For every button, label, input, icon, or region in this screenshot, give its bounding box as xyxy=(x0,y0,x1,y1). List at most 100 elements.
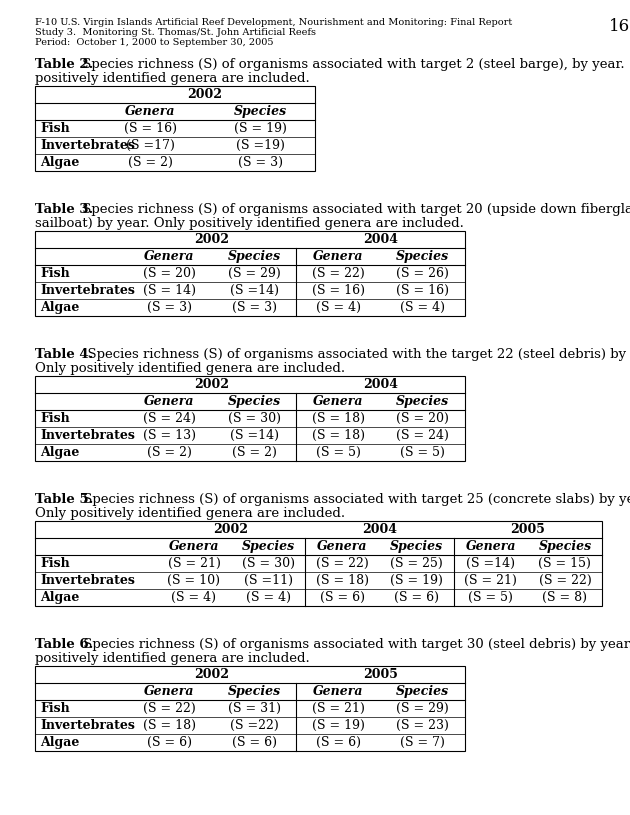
Text: Species richness (S) of organisms associated with target 30 (steel debris) by ye: Species richness (S) of organisms associ… xyxy=(79,638,630,651)
Text: (S = 18): (S = 18) xyxy=(312,412,365,425)
Text: (S = 22): (S = 22) xyxy=(539,574,592,587)
Text: Genera: Genera xyxy=(317,540,368,553)
Text: (S = 19): (S = 19) xyxy=(234,122,287,135)
Text: (S = 4): (S = 4) xyxy=(400,301,445,314)
Text: Genera: Genera xyxy=(144,685,195,698)
Text: (S =19): (S =19) xyxy=(236,139,285,152)
Text: Species: Species xyxy=(227,250,280,263)
Text: Species richness (S) of organisms associated with target 2 (steel barge), by yea: Species richness (S) of organisms associ… xyxy=(78,58,630,71)
Text: (S =14): (S =14) xyxy=(229,284,278,297)
Text: Table 6.: Table 6. xyxy=(35,638,93,651)
Text: (S = 2): (S = 2) xyxy=(232,446,277,459)
Text: (S =22): (S =22) xyxy=(230,719,278,732)
Text: Genera: Genera xyxy=(144,395,195,408)
Text: Genera: Genera xyxy=(125,105,175,118)
Text: Period:  October 1, 2000 to September 30, 2005: Period: October 1, 2000 to September 30,… xyxy=(35,38,273,47)
Text: 2002: 2002 xyxy=(214,523,249,536)
Text: Invertebrates: Invertebrates xyxy=(40,284,135,297)
Text: (S = 30): (S = 30) xyxy=(242,557,295,570)
Text: Table 5.: Table 5. xyxy=(35,493,93,506)
Text: (S = 5): (S = 5) xyxy=(468,591,513,604)
Text: Only positively identified genera are included.: Only positively identified genera are in… xyxy=(35,362,345,375)
Text: (S = 7): (S = 7) xyxy=(401,736,445,749)
Text: Genera: Genera xyxy=(144,250,195,263)
Text: (S = 5): (S = 5) xyxy=(401,446,445,459)
Text: (S = 26): (S = 26) xyxy=(396,267,449,280)
Text: (S = 21): (S = 21) xyxy=(168,557,220,570)
Bar xyxy=(35,86,315,171)
Text: 2004: 2004 xyxy=(362,523,397,536)
Text: (S = 2): (S = 2) xyxy=(147,446,192,459)
Text: Algae: Algae xyxy=(40,591,79,604)
Text: (S = 4): (S = 4) xyxy=(316,301,361,314)
Bar xyxy=(35,666,465,751)
Text: 16: 16 xyxy=(609,18,630,35)
Text: (S = 18): (S = 18) xyxy=(316,574,369,587)
Text: Species: Species xyxy=(396,685,449,698)
Text: 2005: 2005 xyxy=(510,523,545,536)
Text: Species richness (S) of organisms associated with target 25 (concrete slabs) by : Species richness (S) of organisms associ… xyxy=(79,493,630,506)
Text: positively identified genera are included.: positively identified genera are include… xyxy=(35,72,310,85)
Text: Study 3.  Monitoring St. Thomas/St. John Artificial Reefs: Study 3. Monitoring St. Thomas/St. John … xyxy=(35,28,316,37)
Text: (S =14): (S =14) xyxy=(466,557,515,570)
Text: (S = 8): (S = 8) xyxy=(542,591,587,604)
Text: Table 3.: Table 3. xyxy=(35,203,93,216)
Text: Species richness (S) of organisms associated with target 20 (upside down fibergl: Species richness (S) of organisms associ… xyxy=(78,203,630,216)
Text: Only positively identified genera are included.: Only positively identified genera are in… xyxy=(35,507,345,520)
Text: Invertebrates: Invertebrates xyxy=(40,139,135,152)
Text: Fish: Fish xyxy=(40,702,70,715)
Text: Fish: Fish xyxy=(40,122,70,135)
Text: Fish: Fish xyxy=(40,267,70,280)
Text: (S = 18): (S = 18) xyxy=(312,429,365,442)
Text: (S = 6): (S = 6) xyxy=(394,591,439,604)
Text: (S = 20): (S = 20) xyxy=(396,412,449,425)
Bar xyxy=(35,376,465,461)
Text: 2005: 2005 xyxy=(363,668,398,681)
Text: (S = 6): (S = 6) xyxy=(316,736,361,749)
Text: Algae: Algae xyxy=(40,156,79,169)
Text: Genera: Genera xyxy=(466,540,516,553)
Text: sailboat) by year. Only positively identified genera are included.: sailboat) by year. Only positively ident… xyxy=(35,217,464,230)
Text: (S = 13): (S = 13) xyxy=(143,429,196,442)
Text: Invertebrates: Invertebrates xyxy=(40,429,135,442)
Text: Table 2.: Table 2. xyxy=(35,58,93,71)
Text: (S = 3): (S = 3) xyxy=(232,301,277,314)
Bar xyxy=(35,521,602,606)
Text: Genera: Genera xyxy=(313,395,364,408)
Text: (S = 16): (S = 16) xyxy=(123,122,176,135)
Text: Genera: Genera xyxy=(313,685,364,698)
Text: (S = 5): (S = 5) xyxy=(316,446,361,459)
Text: (S = 6): (S = 6) xyxy=(320,591,365,604)
Text: (S = 24): (S = 24) xyxy=(143,412,196,425)
Text: (S = 22): (S = 22) xyxy=(143,702,196,715)
Text: (S =14): (S =14) xyxy=(229,429,278,442)
Text: 2002: 2002 xyxy=(194,233,229,246)
Text: Algae: Algae xyxy=(40,301,79,314)
Text: (S = 3): (S = 3) xyxy=(238,156,282,169)
Bar xyxy=(35,231,465,316)
Text: (S = 6): (S = 6) xyxy=(232,736,277,749)
Text: (S = 20): (S = 20) xyxy=(143,267,196,280)
Text: (S = 30): (S = 30) xyxy=(227,412,280,425)
Text: Species: Species xyxy=(539,540,592,553)
Text: (S = 21): (S = 21) xyxy=(464,574,517,587)
Text: (S = 3): (S = 3) xyxy=(147,301,192,314)
Text: Invertebrates: Invertebrates xyxy=(40,719,135,732)
Text: (S = 31): (S = 31) xyxy=(227,702,280,715)
Text: Species: Species xyxy=(227,685,280,698)
Text: (S = 29): (S = 29) xyxy=(227,267,280,280)
Text: (S = 10): (S = 10) xyxy=(168,574,220,587)
Text: (S = 4): (S = 4) xyxy=(171,591,217,604)
Text: 2004: 2004 xyxy=(363,378,398,391)
Text: Species: Species xyxy=(242,540,295,553)
Text: 2002: 2002 xyxy=(194,378,229,391)
Text: (S = 23): (S = 23) xyxy=(396,719,449,732)
Text: Fish: Fish xyxy=(40,412,70,425)
Text: (S = 22): (S = 22) xyxy=(312,267,365,280)
Text: (S = 22): (S = 22) xyxy=(316,557,369,570)
Text: Table 4.: Table 4. xyxy=(35,348,93,361)
Text: Species: Species xyxy=(390,540,443,553)
Text: (S = 15): (S = 15) xyxy=(539,557,592,570)
Text: Species richness (S) of organisms associated with the target 22 (steel debris) b: Species richness (S) of organisms associ… xyxy=(79,348,630,361)
Text: Species: Species xyxy=(227,395,280,408)
